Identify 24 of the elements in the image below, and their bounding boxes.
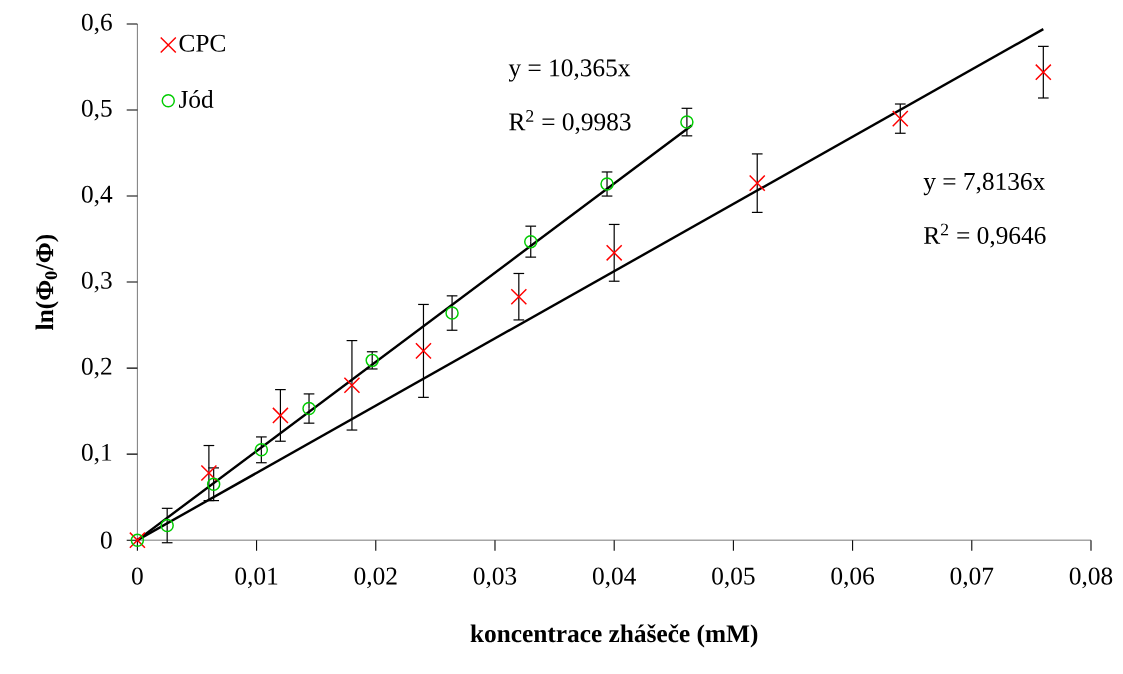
legend-label: CPC [179,35,225,53]
annotation: y = 10,365x [508,59,631,82]
x-axis-title: koncentrace zhášeče (mM) [470,624,758,648]
annotation: R$^{2}$ = 0,9646 [924,223,1046,248]
y-tick-label: 0,6 [81,13,112,35]
y-tick-label: 0 [100,531,112,549]
x-tick-label: 0,04 [592,567,636,589]
legend-label: Jód [179,90,214,109]
y-axis-title: ln(Φ$_{0}$/Φ) [35,235,59,331]
y-tick-label: 0,2 [81,357,112,379]
x-tick-label: 0,02 [354,567,397,589]
annotation: R$^{2}$ = 0,9983 [509,110,631,135]
x-tick-label: 0 [132,567,143,585]
x-tick-label: 0,01 [235,567,278,589]
x-tick-label: 0,08 [1069,567,1113,589]
y-tick-label: 0,1 [81,444,112,465]
x-tick-label: 0,03 [473,567,517,589]
y-tick-label: 0,4 [81,185,113,207]
y-tick-label: 0,3 [81,271,112,293]
annotation: y = 7,8136x [923,173,1045,196]
x-tick-label: 0,07 [950,567,994,589]
y-tick-label: 0,5 [81,99,112,121]
x-tick-label: 0,06 [831,567,874,589]
x-tick-label: 0,05 [712,567,755,589]
